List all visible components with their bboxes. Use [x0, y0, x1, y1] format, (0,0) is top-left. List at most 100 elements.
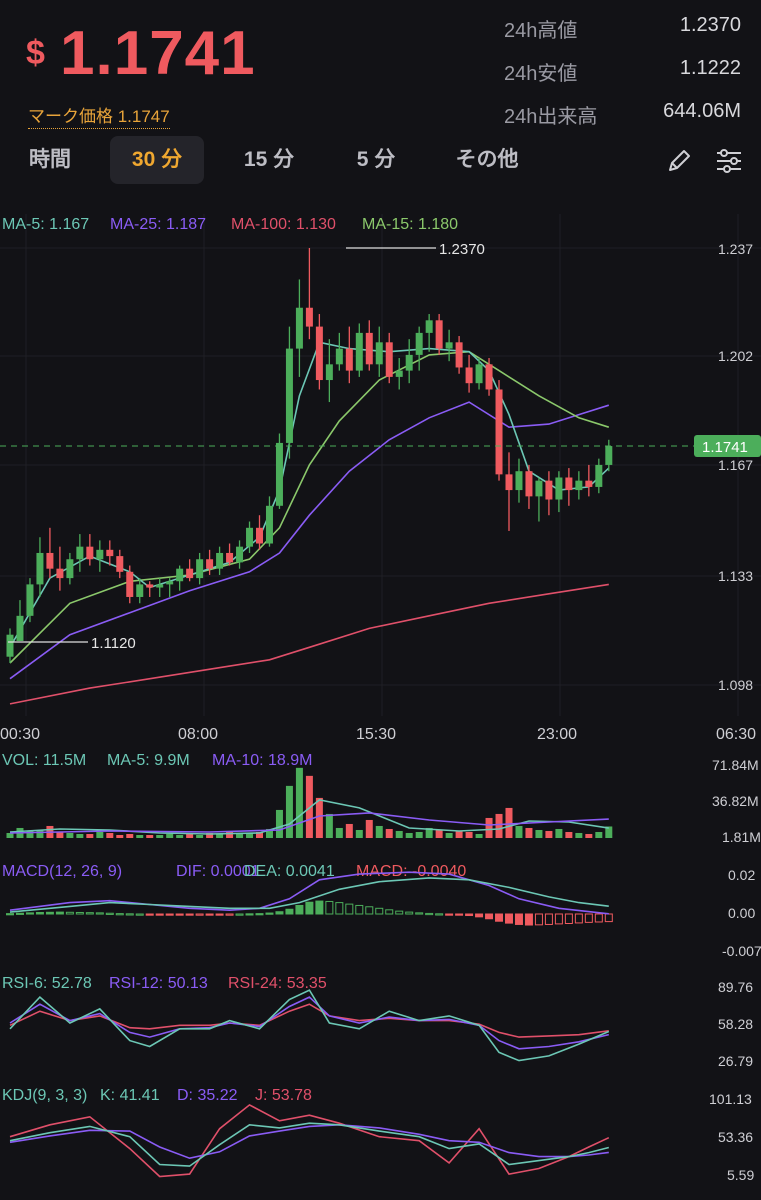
candle	[335, 348, 343, 365]
candle	[545, 480, 553, 500]
candle	[375, 342, 383, 365]
candle	[86, 546, 94, 560]
y-tick-label: 1.202	[718, 348, 753, 364]
tab-15m[interactable]: 15 分	[243, 148, 295, 171]
sliders-icon[interactable]	[714, 146, 744, 176]
candle	[246, 527, 254, 547]
macd-bar	[524, 913, 533, 926]
legend-vol-ma5: MA-5: 9.9M	[107, 752, 190, 769]
macd-bar	[385, 909, 394, 915]
kdj-j-line	[9, 1103, 610, 1178]
low-marker-label: 1.1120	[91, 635, 136, 652]
macd-bar	[265, 912, 274, 915]
volume-bar	[246, 832, 254, 838]
volume-bar	[545, 830, 553, 838]
volume-bar	[116, 834, 124, 838]
candle	[565, 477, 573, 491]
volume-bar	[525, 827, 533, 838]
macd-bar	[205, 913, 214, 916]
tab-more[interactable]: その他	[455, 148, 519, 171]
macd-bar	[485, 913, 494, 920]
kdj-d-line	[9, 1123, 609, 1160]
last-price: 1.1741	[60, 19, 256, 88]
candle	[56, 568, 64, 579]
macd-bar	[445, 913, 454, 916]
ma100-line	[9, 583, 609, 705]
ma15-line	[9, 350, 610, 664]
volume-bar	[265, 828, 273, 838]
candle	[315, 326, 323, 381]
macd-bar	[455, 913, 464, 916]
tab-5m[interactable]: 5 分	[356, 148, 396, 171]
rsi-panel	[9, 989, 610, 1062]
legend-macd-dea: DEA: 0.0041	[244, 863, 335, 880]
pencil-icon[interactable]	[664, 146, 694, 176]
candle	[415, 332, 423, 355]
chart-area[interactable]: MA-5: 1.167 MA-25: 1.187 MA-100: 1.130 M…	[0, 186, 761, 1200]
rsi24-line	[9, 1003, 609, 1038]
candle	[585, 480, 593, 487]
candle	[126, 571, 134, 597]
volume-bar	[355, 829, 363, 838]
candle	[395, 370, 403, 377]
volume-bar	[256, 831, 263, 838]
macd-bar	[365, 906, 374, 915]
y-tick-label: 58.28	[718, 1016, 753, 1032]
candle	[285, 348, 293, 443]
macd-bar	[534, 913, 543, 926]
mark-price[interactable]: マーク価格 1.1747	[28, 102, 170, 129]
tab-time[interactable]: 時間	[29, 148, 71, 171]
volume-bar	[605, 826, 613, 838]
macd-bar	[395, 910, 404, 915]
volume-bar	[186, 832, 194, 838]
macd-bar	[505, 913, 513, 924]
stat-high-value: 1.2370	[679, 14, 741, 36]
candle	[605, 446, 613, 465]
volume-bar	[106, 832, 114, 838]
candle	[116, 556, 124, 572]
macd-bar	[594, 913, 603, 923]
legend-kdj-d: D: 35.22	[177, 1087, 238, 1104]
candle	[265, 505, 273, 544]
macd-bar	[465, 913, 474, 917]
macd-panel	[6, 871, 613, 926]
macd-bar	[564, 913, 573, 924]
macd-bar	[405, 911, 414, 915]
macd-bar	[245, 913, 254, 916]
volume-bar	[156, 834, 164, 838]
legend-kdj-j: J: 53.78	[255, 1087, 312, 1104]
y-tick-label: 5.59	[727, 1167, 754, 1183]
candle	[525, 471, 533, 497]
macd-dea-line	[9, 877, 609, 913]
candle	[236, 546, 244, 563]
candle	[495, 389, 503, 475]
x-tick-label: 00:30	[0, 726, 40, 743]
volume-bar	[76, 833, 84, 838]
macd-bar	[6, 913, 14, 916]
volume-bar	[405, 832, 413, 838]
volume-bar	[26, 830, 34, 838]
legend-macd-dif: DIF: 0.0001	[176, 863, 260, 880]
candle	[186, 568, 194, 579]
candle	[26, 584, 34, 616]
volume-bar	[375, 825, 383, 838]
candle	[146, 584, 154, 588]
macd-bar	[325, 900, 334, 915]
tab-30m[interactable]: 30 分	[110, 136, 204, 184]
macd-bar	[115, 913, 124, 916]
macd-bar	[604, 913, 613, 923]
y-tick-label: 89.76	[718, 979, 753, 995]
macd-bar	[235, 913, 244, 916]
volume-bar	[166, 833, 174, 838]
candle	[136, 584, 144, 597]
legend-rsi6: RSI-6: 52.78	[2, 975, 92, 992]
legend-vol: VOL: 11.5M	[2, 752, 86, 769]
candle	[355, 332, 363, 371]
candle	[295, 307, 303, 349]
candle	[226, 552, 234, 563]
macd-bar	[355, 904, 364, 915]
macd-bar	[345, 903, 354, 915]
volume-bar	[126, 833, 134, 838]
volume-bar	[445, 832, 453, 838]
macd-bar	[305, 901, 314, 915]
